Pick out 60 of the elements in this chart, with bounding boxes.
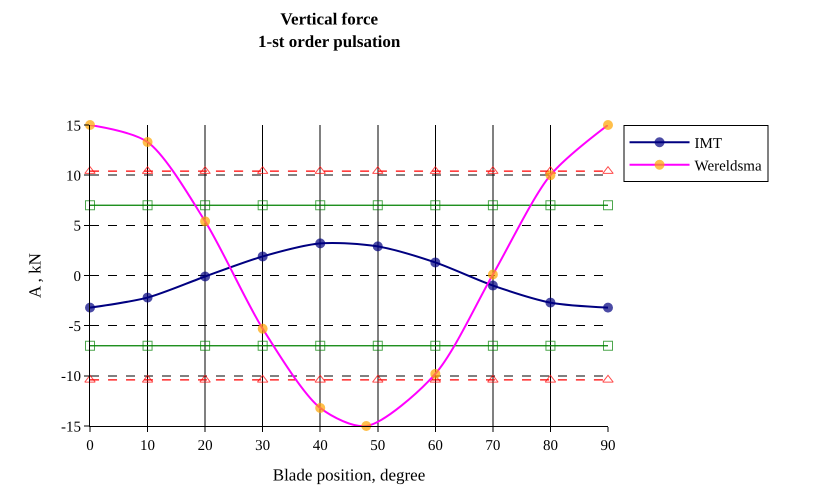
point — [430, 257, 440, 268]
point — [142, 374, 154, 383]
y-axis-title: A , kN — [26, 253, 45, 298]
point — [200, 340, 210, 351]
x-tick-label: 40 — [312, 438, 328, 454]
point — [258, 200, 268, 210]
y-tick-label: 5 — [74, 218, 81, 235]
point — [256, 374, 268, 383]
y-tick-label: -15 — [61, 419, 81, 436]
point — [602, 374, 614, 383]
point — [372, 374, 384, 383]
point — [258, 340, 268, 351]
point — [85, 200, 95, 210]
point — [545, 298, 556, 308]
point — [199, 374, 211, 383]
y-tick-label: 0 — [74, 268, 81, 285]
point — [314, 374, 326, 383]
point — [200, 200, 210, 210]
legend-label: IMT — [694, 136, 722, 152]
x-tick-label: 0 — [86, 438, 94, 454]
point — [142, 200, 153, 210]
point — [603, 340, 613, 351]
point — [603, 200, 613, 210]
y-tick-label: -5 — [68, 318, 81, 335]
chart-title: Vertical force 1-st order pulsation — [258, 10, 401, 51]
point — [430, 200, 440, 210]
point — [372, 241, 383, 252]
point — [487, 374, 499, 383]
x-tick-label: 20 — [198, 438, 213, 454]
point — [488, 200, 498, 210]
point — [544, 374, 556, 383]
x-tick-label: 30 — [255, 438, 270, 454]
point — [315, 340, 326, 351]
point — [488, 340, 498, 351]
point — [258, 251, 268, 262]
x-tick-label: 10 — [140, 438, 156, 454]
point — [142, 340, 153, 351]
x-tick-label: 90 — [600, 438, 616, 454]
point — [488, 280, 498, 291]
point — [603, 302, 613, 313]
point — [84, 374, 96, 383]
x-axis-title: Blade position, degree — [272, 465, 426, 484]
point — [85, 340, 95, 351]
y-tick-label: -10 — [61, 369, 81, 386]
point — [545, 200, 556, 210]
point — [372, 200, 383, 210]
x-tick-label: 50 — [370, 438, 386, 454]
point — [315, 200, 326, 210]
x-tick-label: 80 — [542, 438, 558, 454]
legend-label: Wereldsma — [694, 158, 762, 175]
point — [372, 340, 383, 351]
y-tick-label: 15 — [66, 118, 81, 134]
y-tick-label: 10 — [66, 168, 81, 184]
point — [315, 238, 326, 248]
x-tick-label: 70 — [485, 438, 500, 454]
x-tick-label: 60 — [428, 438, 443, 454]
point — [430, 340, 440, 351]
point — [142, 292, 153, 303]
point — [545, 340, 556, 351]
point — [200, 272, 210, 282]
